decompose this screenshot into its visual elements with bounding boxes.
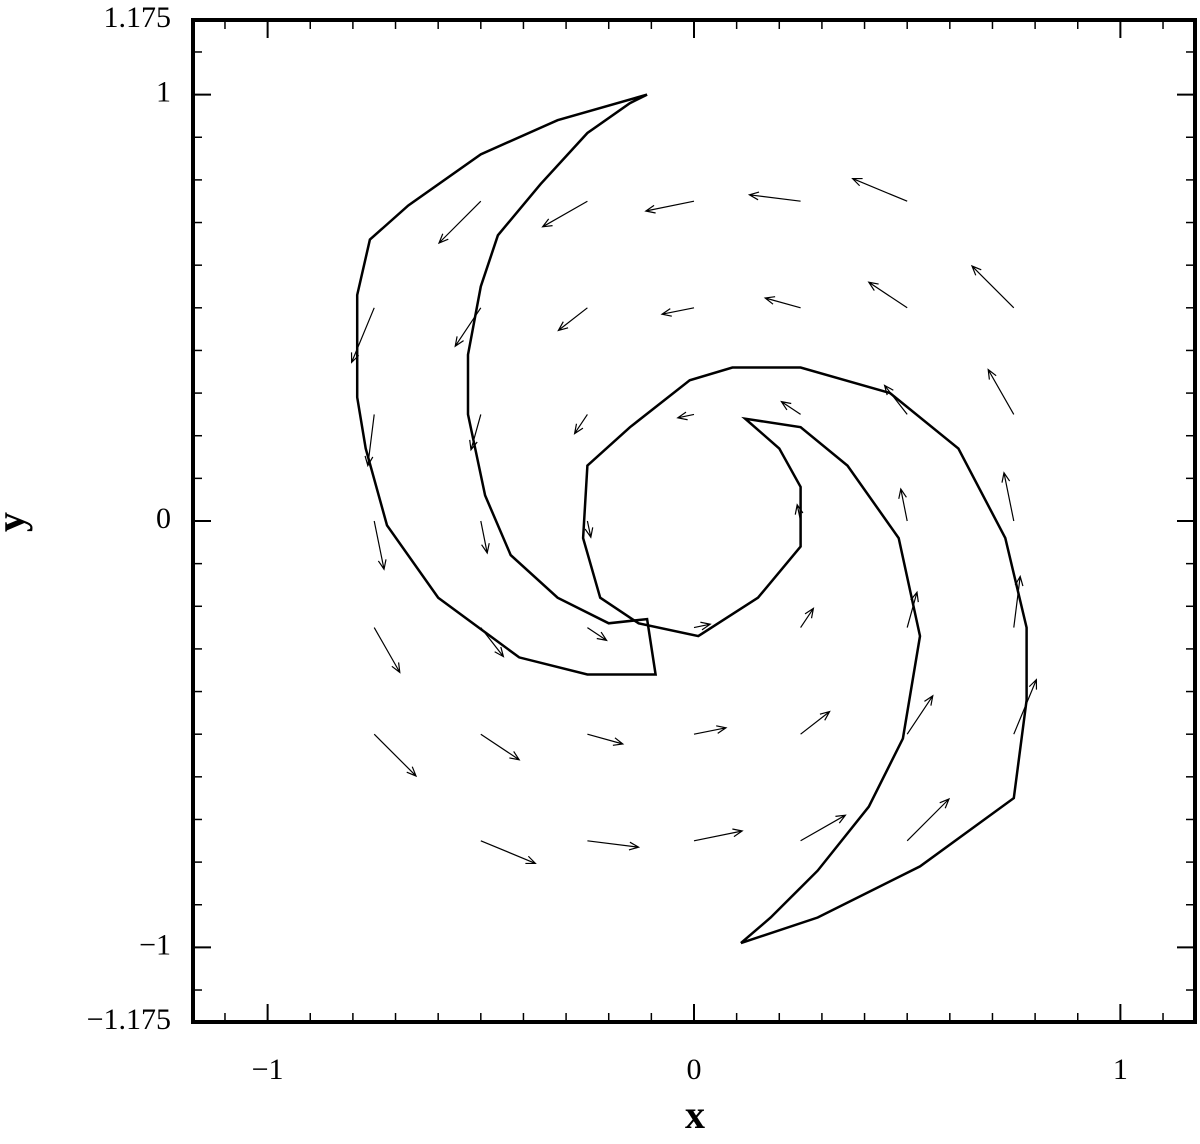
contour (581, 366, 1028, 945)
plot-frame (191, 18, 1197, 1024)
arrow (660, 307, 695, 317)
arrow (373, 520, 387, 571)
arrow (437, 200, 482, 245)
arrow (1013, 678, 1038, 735)
y-tick-label: 1 (156, 76, 171, 109)
y-axis-label: y (0, 512, 33, 532)
x-tick-label: 1 (1113, 1053, 1128, 1086)
arrow (364, 414, 375, 468)
arrow (469, 414, 482, 452)
arrow (1013, 574, 1024, 628)
arrow (644, 200, 695, 214)
arrow (794, 503, 804, 522)
arrow (480, 627, 505, 658)
arrow (676, 411, 695, 421)
arrow (906, 590, 919, 628)
arrow (898, 487, 908, 522)
arrow (763, 296, 801, 309)
arrow (587, 733, 625, 746)
arrow (373, 627, 401, 674)
arrow (480, 520, 490, 555)
arrow (693, 621, 712, 631)
arrow (693, 828, 744, 842)
contour (355, 93, 658, 676)
arrow (906, 694, 934, 735)
y-tick-label: 0 (156, 502, 171, 535)
x-axis-label: x (685, 1092, 705, 1137)
arrow (541, 200, 588, 228)
arrow (350, 307, 375, 364)
arrow (780, 400, 801, 415)
y-tick-label: −1.175 (87, 1003, 171, 1036)
arrow (883, 384, 908, 415)
arrow (480, 733, 521, 761)
arrow (557, 307, 588, 332)
arrow (573, 414, 588, 435)
arrow (587, 840, 641, 851)
arrow (373, 733, 418, 778)
arrow (970, 264, 1015, 309)
arrow (906, 797, 951, 842)
arrow (851, 177, 908, 202)
arrow (800, 710, 831, 735)
arrow (800, 607, 815, 628)
arrow (1001, 471, 1015, 522)
x-tick-label: −1 (252, 1053, 284, 1086)
arrow (747, 191, 801, 202)
arrow (584, 520, 594, 539)
y-tick-label: −1 (139, 928, 171, 961)
arrow (454, 307, 482, 348)
x-tick-label: 0 (687, 1053, 702, 1086)
arrow (693, 725, 728, 735)
y-tick-label: 1.175 (104, 1, 172, 34)
arrow (587, 627, 608, 642)
arrow (987, 368, 1015, 415)
arrow (800, 814, 847, 842)
arrow (480, 840, 537, 865)
arrow (867, 281, 908, 309)
